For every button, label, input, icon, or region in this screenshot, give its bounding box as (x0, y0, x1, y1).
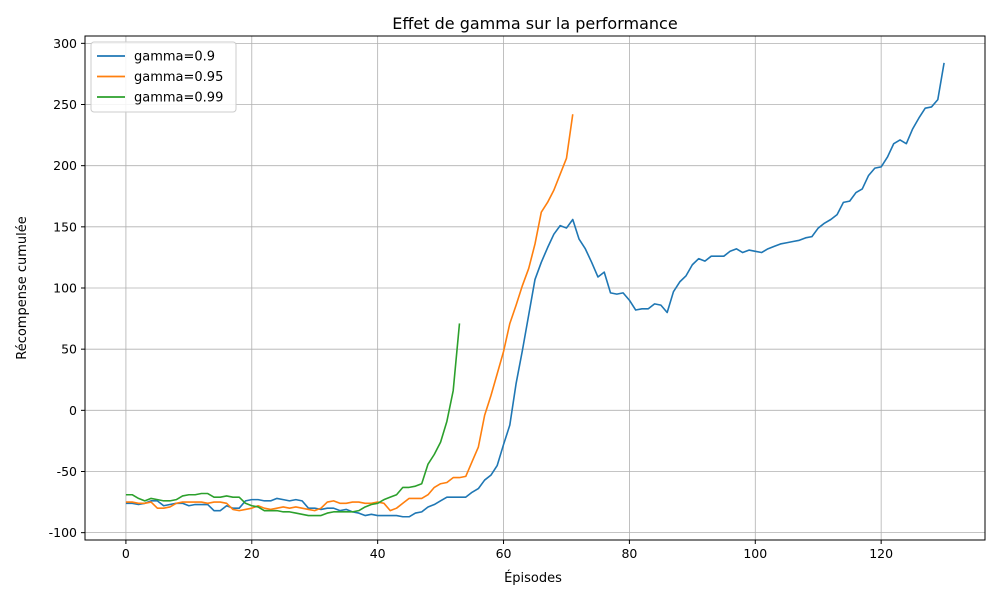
y-tick-label: 50 (61, 342, 77, 357)
y-tick-label: -50 (57, 464, 77, 479)
x-tick-label: 120 (869, 546, 893, 561)
y-tick-label: 100 (53, 281, 77, 296)
y-tick-label: -100 (49, 525, 77, 540)
series-line-1 (125, 62, 945, 518)
x-tick-label: 80 (621, 546, 637, 561)
x-tick-label: 20 (244, 546, 260, 561)
y-tick-label: 150 (53, 219, 77, 234)
x-tick-label: 60 (496, 546, 512, 561)
y-tick-label: 200 (53, 158, 77, 173)
grid-lines (85, 36, 985, 540)
y-tick-label: 250 (53, 97, 77, 112)
axis-ticks: 0 20 40 60 80 100 120 -100 -50 0 50 100 150 200 250 300 (49, 36, 894, 561)
legend-label-2: gamma=0.95 (134, 70, 223, 85)
x-axis-label: Épisodes (504, 570, 562, 586)
y-axis-label: Récompense cumulée (15, 216, 30, 360)
legend-box (90, 41, 237, 113)
chart-title: Effet de gamma sur la performance (392, 14, 677, 33)
x-tick-label: 40 (370, 546, 386, 561)
series-line-2 (125, 114, 574, 512)
legend-label-3: gamma=0.99 (134, 91, 223, 106)
series-lines (125, 62, 945, 518)
y-tick-label: 300 (53, 36, 77, 51)
x-tick-label: 0 (122, 546, 130, 561)
y-tick-label: 0 (69, 403, 77, 418)
series-line-3 (125, 323, 461, 517)
x-tick-label: 100 (743, 546, 767, 561)
legend: gamma=0.9 gamma=0.95 gamma=0.99 (90, 41, 237, 113)
legend-label-1: gamma=0.9 (134, 50, 215, 65)
